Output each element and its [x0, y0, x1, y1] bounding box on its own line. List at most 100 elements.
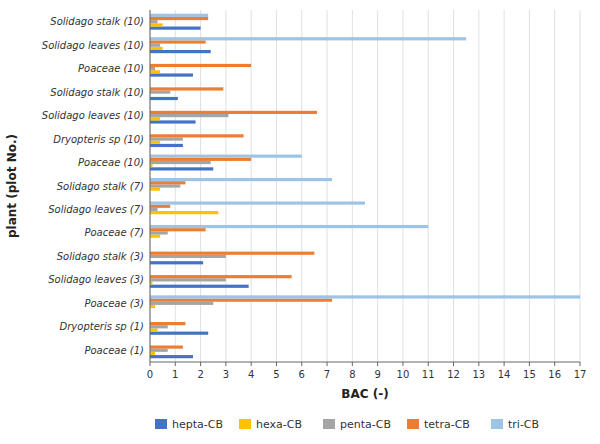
category-label: Solidago stalk (10) [50, 87, 144, 98]
bar [150, 73, 193, 76]
legend-swatch [407, 419, 419, 429]
tick-mark [453, 362, 454, 366]
bar [150, 167, 213, 170]
bar [150, 155, 302, 158]
grid-line [377, 10, 378, 362]
grid-line [200, 10, 201, 362]
bar [150, 67, 155, 70]
x-axis-line [150, 362, 580, 363]
bar [150, 40, 206, 43]
bar [150, 275, 292, 278]
bar [150, 205, 170, 208]
tick-label: 15 [523, 369, 536, 380]
tick-mark [251, 362, 252, 366]
bar [150, 184, 180, 187]
tick-mark [200, 362, 201, 366]
tick-mark [352, 362, 353, 366]
bar [150, 231, 168, 234]
bar [150, 322, 185, 325]
grid-line [428, 10, 429, 362]
bar [150, 64, 251, 67]
bar [150, 158, 251, 161]
tick-label: 8 [349, 369, 355, 380]
bar [150, 181, 185, 184]
category-label: Poaceae (3) [84, 298, 144, 309]
bar [150, 27, 201, 30]
legend-swatch [155, 419, 167, 429]
legend-label: penta-CB [340, 418, 391, 431]
grid-line [251, 10, 252, 362]
bar [150, 235, 160, 238]
legend-label: hexa-CB [256, 418, 302, 431]
tick-label: 9 [374, 369, 380, 380]
tick-mark [428, 362, 429, 366]
bar [150, 120, 196, 123]
bar [150, 20, 158, 23]
tick-mark [276, 362, 277, 366]
tick-label: 7 [324, 369, 330, 380]
grid [150, 10, 580, 362]
bar [150, 299, 332, 302]
bar [150, 161, 211, 164]
bar [150, 44, 160, 47]
legend-label: tri-CB [508, 418, 539, 431]
legend-label: tetra-CB [424, 418, 470, 431]
bar [150, 134, 244, 137]
bar [150, 345, 183, 348]
tick-mark [402, 362, 403, 366]
tick-label: 5 [273, 369, 279, 380]
tick-label: 2 [197, 369, 203, 380]
grid-line [529, 10, 530, 362]
bar [150, 141, 160, 144]
tick-mark [529, 362, 530, 366]
legend-swatch [323, 419, 335, 429]
tick-mark [478, 362, 479, 366]
category-label: Solidago leaves (3) [48, 274, 144, 285]
category-label: Solidago leaves (10) [42, 110, 144, 121]
bar [150, 332, 208, 335]
grid-line [301, 10, 302, 362]
bar [150, 70, 160, 73]
legend-swatch [239, 419, 251, 429]
bar [150, 349, 168, 352]
x-axis-label: BAC (-) [341, 387, 388, 401]
category-label: Solidago stalk (10) [50, 16, 144, 27]
bar [150, 47, 163, 50]
category-label: Solidago leaves (7) [48, 204, 144, 215]
tick-label: 13 [472, 369, 485, 380]
bar [150, 117, 160, 120]
bar [150, 211, 218, 214]
bar [150, 17, 208, 20]
bar [150, 285, 249, 288]
y-axis-label: plant (plot No.) [5, 134, 19, 238]
legend: hepta-CB hexa-CB penta-CB tetra-CB tri-CB [155, 418, 539, 431]
bar [150, 87, 223, 90]
category-label: Solidago stalk (3) [57, 251, 144, 262]
bar [150, 302, 213, 305]
bar [150, 50, 211, 53]
tick-mark [175, 362, 176, 366]
grid-line [276, 10, 277, 362]
category-label: Dryopteris sp (1) [60, 321, 144, 332]
bar [150, 144, 183, 147]
bar [150, 325, 168, 328]
category-label: Solidago leaves (10) [42, 40, 144, 51]
tick-mark [504, 362, 505, 366]
bar [150, 278, 226, 281]
tick-label: 17 [574, 369, 587, 380]
bar [150, 352, 155, 355]
tick-mark [377, 362, 378, 366]
tick-mark [580, 362, 581, 366]
bar [150, 228, 206, 231]
tick-mark [301, 362, 302, 366]
legend-label: hepta-CB [172, 418, 223, 431]
bar [150, 295, 580, 298]
bar [150, 188, 160, 191]
tick-label: 3 [223, 369, 229, 380]
grid-line [327, 10, 328, 362]
tick-label: 16 [548, 369, 561, 380]
bar [150, 255, 226, 258]
grid-line [504, 10, 505, 362]
bar [150, 91, 170, 94]
tick-label: 11 [422, 369, 435, 380]
